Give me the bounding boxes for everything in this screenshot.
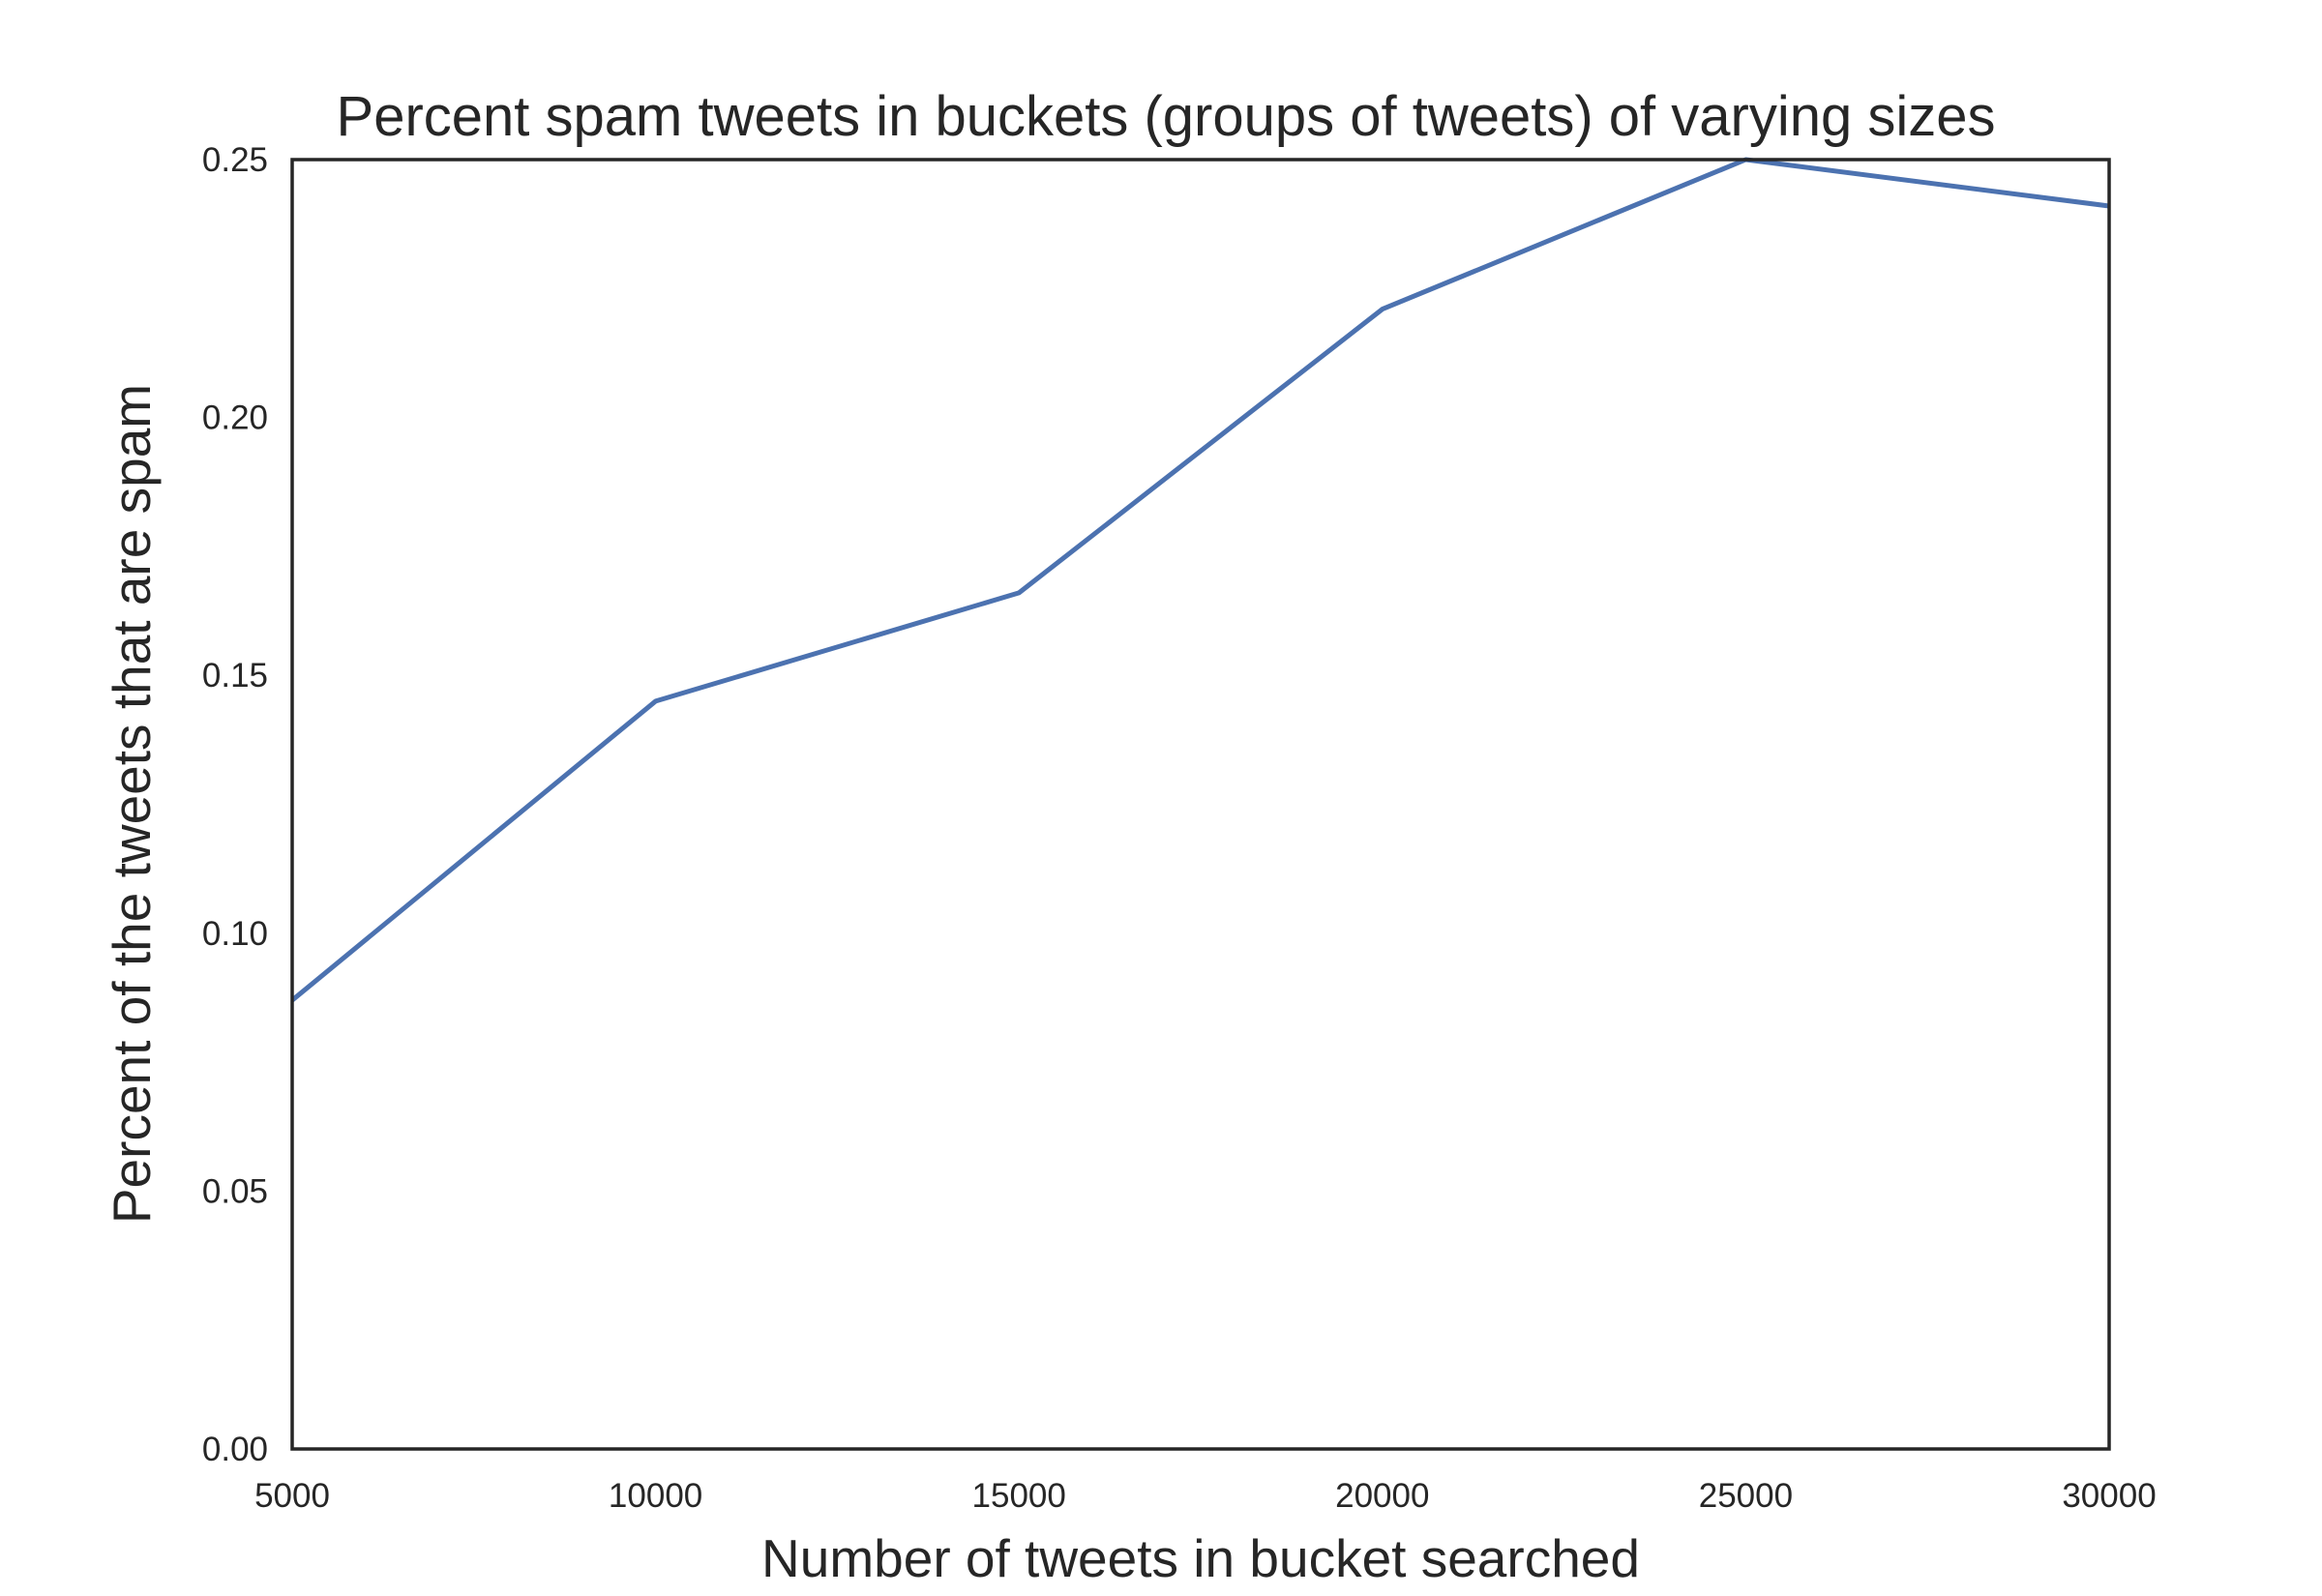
y-tick-label: 0.25 bbox=[202, 141, 268, 179]
y-axis-label: Percent of the tweets that are spam bbox=[102, 384, 162, 1224]
x-axis-ticks: 5000 10000 15000 20000 25000 30000 bbox=[254, 1477, 2157, 1515]
y-tick-label: 0.15 bbox=[202, 657, 268, 695]
x-tick-label: 10000 bbox=[609, 1477, 702, 1515]
y-tick-label: 0.05 bbox=[202, 1172, 268, 1210]
x-tick-label: 20000 bbox=[1335, 1477, 1429, 1515]
series-line bbox=[290, 157, 2110, 1003]
x-tick-label: 25000 bbox=[1699, 1477, 1793, 1515]
x-tick-label: 30000 bbox=[2062, 1477, 2156, 1515]
series-layer bbox=[290, 157, 2110, 1003]
y-tick-label: 0.10 bbox=[202, 915, 268, 953]
chart-title: Percent spam tweets in buckets (groups o… bbox=[337, 85, 1996, 148]
y-axis-ticks: 0.00 0.05 0.10 0.15 0.20 0.25 bbox=[202, 141, 268, 1468]
y-tick-label: 0.20 bbox=[202, 399, 268, 437]
x-tick-label: 5000 bbox=[254, 1477, 330, 1515]
x-axis-label: Number of tweets in bucket searched bbox=[761, 1528, 1640, 1588]
y-tick-label: 0.00 bbox=[202, 1431, 268, 1468]
x-tick-label: 15000 bbox=[972, 1477, 1066, 1515]
plot-frame bbox=[290, 158, 2111, 1451]
